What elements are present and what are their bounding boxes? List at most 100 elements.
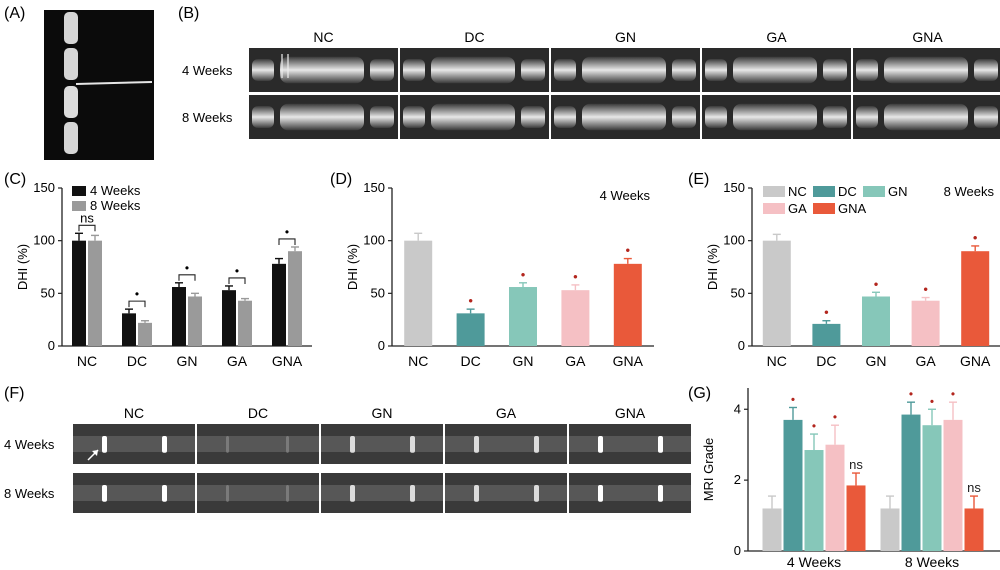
vertebra-shape [856, 59, 878, 81]
vertebra-shape [823, 106, 847, 128]
xray-column-label: NC [313, 29, 333, 45]
bar-dc [901, 414, 921, 551]
mri-grid-f-labels: NC DC GN GA GNA 4 Weeks 8 Weeks [4, 405, 646, 501]
y-tick-label: 0 [378, 338, 385, 353]
bar-gn [862, 296, 890, 346]
x-tick-label: GA [915, 353, 936, 369]
xray-column-label: GNA [912, 29, 943, 45]
bar-4-weeks [122, 313, 136, 346]
x-tick-label: NC [408, 353, 428, 369]
bar-gn [509, 287, 537, 346]
x-tick-label: GN [177, 353, 198, 369]
legend-swatch [72, 186, 86, 196]
mri-row-label: 8 Weeks [4, 486, 55, 501]
vertebra-shape [554, 106, 576, 128]
panel-annotation: 8 Weeks [944, 184, 995, 199]
xray-column-label: GA [766, 29, 787, 45]
mri-band [321, 436, 443, 452]
legend-label: 4 Weeks [90, 183, 141, 198]
disc-signal [474, 436, 479, 453]
disc-signal [658, 485, 663, 502]
bar-8-weeks [188, 296, 202, 346]
y-tick-label: 4 [734, 401, 741, 416]
bar-gn [922, 425, 942, 551]
panel-letter-c: (C) [4, 171, 26, 188]
y-tick-label: 100 [723, 233, 745, 248]
bar-nc [880, 508, 900, 551]
legend-label: GA [788, 201, 807, 216]
bar-gna [613, 263, 642, 346]
x-tick-label: GNA [613, 353, 644, 369]
y-axis-label: DHI (%) [345, 244, 360, 290]
disc-signal [534, 436, 539, 453]
disc-signal [162, 485, 167, 502]
y-tick-label: 2 [734, 472, 741, 487]
vertebra-shape [403, 59, 425, 81]
mri-band [569, 485, 691, 501]
legend-label: GN [888, 184, 908, 199]
vertebra-shape [672, 106, 696, 128]
disc-signal [350, 436, 355, 453]
vertebra-shape [370, 106, 394, 128]
significance-label: • [235, 264, 239, 278]
vertebra-shape [280, 56, 364, 84]
chart-c-dhi-both-weeks: 0 50 100 150 DHI (%) NC ns DC • GN • GA • GNA • 4 Weeks… [15, 180, 312, 369]
significance-label: • [468, 293, 473, 308]
y-tick-label: 150 [363, 180, 385, 195]
mri-row-label: 4 Weeks [4, 437, 55, 452]
vertebra-shape [884, 103, 968, 131]
legend-swatch [763, 203, 785, 214]
x-tick-label: GNA [272, 353, 303, 369]
significance-label: ns [849, 457, 863, 472]
vertebra-shape [431, 56, 515, 84]
significance-label: ns [967, 480, 981, 495]
chart-d-dhi-4-weeks: 0 50 100 150 DHI (%) NC DC • GN • GA • GNA • 4 Weeks [345, 180, 654, 369]
bar-gna [961, 251, 990, 346]
x-tick-label: GA [227, 353, 248, 369]
disc-signal [286, 485, 289, 502]
vertebra-shape [431, 103, 515, 131]
bar-gna [964, 508, 984, 551]
bar-ga [825, 444, 845, 551]
legend-label: NC [788, 184, 807, 199]
legend-swatch [813, 186, 835, 197]
mri-band [73, 436, 195, 452]
disc-signal [598, 485, 603, 502]
y-tick-label: 100 [33, 233, 55, 248]
mri-column-label: DC [248, 405, 268, 421]
xray-panel-a [44, 10, 154, 160]
disc-signal [102, 485, 107, 502]
mri-band [197, 436, 319, 452]
y-axis-label: MRI Grade [701, 438, 716, 502]
disc-signal [410, 485, 415, 502]
bar-nc [762, 240, 791, 346]
panel-letter-g: (G) [688, 385, 711, 402]
x-tick-label: GA [565, 353, 586, 369]
mri-column-label: GNA [615, 405, 646, 421]
legend-label: GNA [838, 201, 867, 216]
xray-grid-b: DHI [249, 48, 1000, 139]
vertebra-shape [521, 59, 545, 81]
vertebra-shape [974, 59, 998, 81]
significance-label: • [951, 387, 955, 401]
bar-8-weeks [288, 251, 302, 346]
bar-8-weeks [238, 300, 252, 346]
disc-signal [102, 436, 107, 453]
vertebra-shape [370, 59, 394, 81]
vertebra-shape [252, 106, 274, 128]
disc-signal [286, 436, 289, 453]
bar-gn [804, 450, 824, 551]
disc-signal [658, 436, 663, 453]
mri-column-label: GN [372, 405, 393, 421]
vertebra-shape [733, 56, 817, 84]
significance-label: • [930, 394, 934, 408]
needle-line [75, 81, 153, 85]
x-tick-label: DC [127, 353, 147, 369]
significance-label: • [285, 225, 289, 239]
panel-letter-d: (D) [330, 171, 352, 188]
significance-label: • [573, 269, 578, 284]
x-tick-label: GNA [960, 353, 991, 369]
legend-label: 8 Weeks [90, 198, 141, 213]
y-tick-label: 50 [731, 285, 745, 300]
